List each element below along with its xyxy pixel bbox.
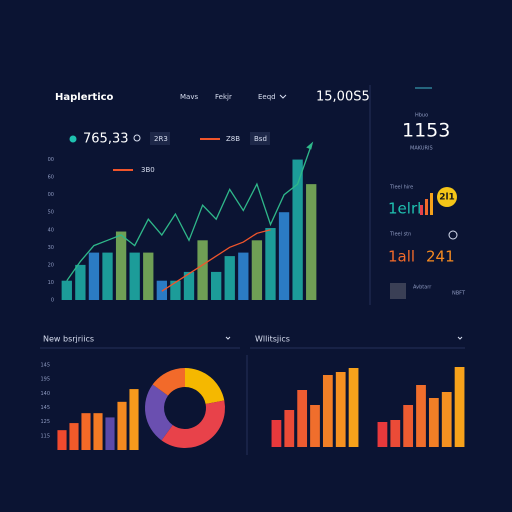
y-tick-label: 140	[40, 391, 50, 397]
nav-item[interactable]: Eeqd	[258, 93, 276, 101]
donut-slice	[185, 368, 225, 405]
legend-item: 765,33	[83, 132, 129, 147]
bar	[416, 385, 426, 447]
bar	[102, 252, 113, 300]
line	[66, 145, 312, 282]
item-label: Tleel stn	[389, 232, 411, 238]
kpi: 1153	[402, 120, 450, 142]
brand: Haplertico	[55, 92, 114, 103]
legend-item: Bsd	[254, 135, 267, 143]
bar	[75, 264, 86, 300]
item-extra: 241	[426, 248, 455, 266]
bar	[115, 231, 127, 300]
legend-box	[250, 132, 270, 145]
legend-dot	[69, 135, 77, 143]
nav-item[interactable]: Fekjr	[215, 93, 232, 101]
y-tick-label: 40	[48, 227, 54, 233]
bar	[117, 401, 127, 450]
y-tick-label: 115	[40, 433, 50, 439]
bar	[61, 280, 72, 300]
bar	[306, 184, 317, 300]
bar	[335, 372, 346, 447]
y-tick-label: 30	[48, 245, 54, 251]
bar	[183, 271, 195, 300]
bar	[297, 390, 308, 447]
bar	[224, 256, 235, 300]
bar	[129, 252, 140, 300]
donut-slice	[161, 400, 225, 448]
y-tick-label: 10	[48, 280, 54, 286]
item-value: 1all	[388, 248, 415, 266]
dropdown-icon	[279, 94, 287, 99]
legend-item: 3B0	[141, 166, 155, 174]
bar	[310, 405, 320, 447]
arrow-head	[306, 141, 314, 150]
bar	[454, 367, 465, 447]
bar	[81, 413, 91, 450]
icon	[133, 134, 141, 142]
bar	[278, 212, 290, 300]
donut-slice	[145, 384, 173, 441]
icon	[448, 230, 458, 240]
donut-slice	[152, 368, 185, 396]
legend-item: Z8B	[226, 135, 240, 143]
kpi-caption: MAKURIS	[410, 146, 433, 152]
bar	[377, 422, 388, 447]
dropdown-icon	[225, 336, 231, 340]
legend-box	[150, 132, 170, 145]
bar	[129, 389, 139, 450]
legend-item: 2R3	[154, 135, 168, 143]
item-label: Tleel hire	[389, 185, 413, 191]
bar	[57, 430, 67, 450]
bar	[238, 252, 249, 300]
bar	[441, 392, 452, 447]
bar	[292, 159, 303, 300]
bar	[156, 280, 168, 300]
y-tick-label: 145	[40, 363, 50, 369]
line	[161, 229, 271, 292]
y-tick-label: 00	[48, 192, 54, 198]
y-tick-label: 00	[48, 157, 54, 163]
user-name: Avbtarr	[413, 285, 432, 291]
dropdown-icon	[457, 336, 463, 340]
section-title: New bsrjriics	[43, 335, 94, 344]
mini-bar	[420, 205, 423, 215]
bar	[105, 417, 115, 450]
kpi-top: Hbuo	[415, 113, 428, 119]
y-tick-label: 50	[48, 210, 54, 216]
bar	[210, 271, 222, 300]
mini-bar	[430, 193, 433, 215]
mini-bar	[425, 199, 428, 215]
bar	[284, 410, 295, 447]
bar	[348, 368, 359, 447]
bar	[271, 420, 282, 447]
y-tick-label: 145	[40, 405, 50, 411]
bar	[403, 405, 414, 447]
bar	[93, 413, 103, 450]
bar	[88, 252, 100, 300]
bar	[390, 420, 401, 447]
avatar	[390, 283, 406, 299]
bar	[69, 423, 79, 450]
badge-text: 2l1	[439, 193, 455, 203]
y-tick-label: 125	[40, 419, 50, 425]
bar	[265, 228, 276, 300]
bar	[197, 240, 208, 300]
bar	[143, 252, 154, 300]
bar	[428, 398, 439, 447]
header-total: 15,00S5	[316, 90, 370, 105]
nav-item[interactable]: Mavs	[180, 93, 198, 101]
bar	[251, 240, 263, 300]
y-tick-label: 195	[40, 377, 50, 383]
y-tick-label: 60	[48, 175, 54, 181]
y-tick-label: 20	[48, 262, 54, 268]
bar	[170, 280, 181, 300]
user-tag: NBFT	[452, 291, 466, 297]
badge	[437, 187, 457, 207]
y-tick-label: 0	[51, 298, 54, 304]
item-value: 1elrl	[388, 200, 421, 218]
section-title: Wllitsjics	[255, 335, 290, 344]
bar	[322, 375, 333, 447]
